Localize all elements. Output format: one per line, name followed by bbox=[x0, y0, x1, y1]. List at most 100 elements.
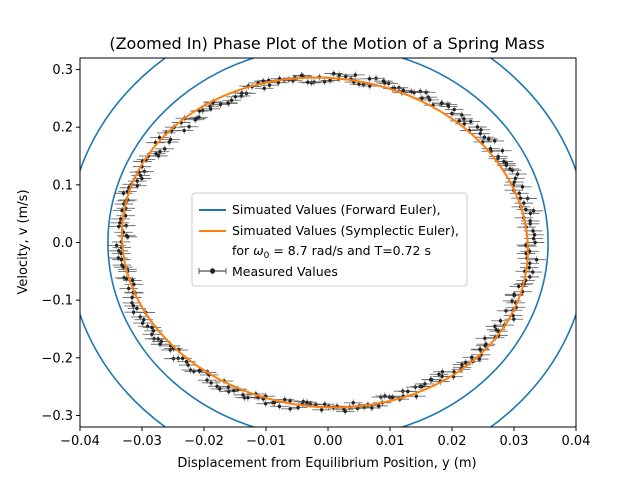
measured-point bbox=[218, 102, 223, 107]
measured-point bbox=[428, 98, 432, 102]
measured-point bbox=[420, 96, 424, 100]
measured-point bbox=[121, 191, 126, 195]
measured-point bbox=[351, 401, 355, 405]
measured-point bbox=[114, 243, 119, 248]
measured-point bbox=[272, 400, 277, 405]
measured-point bbox=[469, 119, 473, 124]
measured-point bbox=[215, 384, 219, 388]
y-tick-label: 0.1 bbox=[52, 178, 73, 193]
measured-point bbox=[158, 342, 162, 346]
measured-point bbox=[130, 295, 134, 300]
y-tick-label: 0.3 bbox=[52, 63, 73, 78]
measured-point bbox=[484, 342, 488, 346]
measured-point bbox=[322, 80, 327, 84]
measured-point bbox=[482, 135, 487, 139]
measured-point bbox=[140, 176, 144, 181]
measured-point bbox=[276, 80, 281, 85]
measured-point bbox=[524, 207, 528, 212]
measured-point bbox=[209, 381, 213, 385]
measured-point bbox=[413, 385, 418, 389]
measured-point bbox=[117, 224, 121, 229]
measured-point bbox=[368, 84, 372, 88]
measured-point bbox=[187, 124, 191, 129]
measured-point bbox=[513, 176, 518, 180]
measured-point bbox=[488, 147, 493, 151]
measured-point bbox=[218, 387, 222, 391]
plot-area bbox=[80, 58, 576, 427]
measured-point bbox=[518, 196, 523, 200]
measured-point bbox=[508, 167, 512, 171]
measured-point bbox=[528, 275, 532, 279]
measured-point bbox=[452, 107, 456, 112]
measured-point bbox=[226, 385, 230, 389]
measured-point bbox=[163, 147, 167, 151]
x-tick-label: −0.02 bbox=[184, 434, 224, 449]
measured-point bbox=[184, 360, 189, 364]
measured-point bbox=[367, 77, 372, 81]
measured-point bbox=[131, 304, 136, 308]
measured-point bbox=[126, 235, 130, 239]
measured-point bbox=[119, 251, 123, 256]
measured-point bbox=[150, 332, 154, 337]
measured-point bbox=[532, 233, 537, 237]
x-tick-label: 0.03 bbox=[500, 434, 529, 449]
measured-point bbox=[119, 257, 124, 262]
measured-point bbox=[126, 286, 131, 291]
y-axis-label: Velocity, v (m/s) bbox=[16, 189, 31, 294]
measured-point bbox=[246, 395, 250, 400]
measured-point bbox=[332, 71, 336, 76]
measured-point bbox=[517, 191, 521, 195]
measured-point bbox=[450, 111, 454, 116]
measured-point bbox=[370, 406, 374, 410]
x-tick-label: 0.00 bbox=[314, 434, 343, 449]
x-tick-label: −0.03 bbox=[122, 434, 162, 449]
forward-euler-series bbox=[80, 58, 576, 427]
measured-point bbox=[130, 301, 134, 305]
measured-point bbox=[288, 407, 292, 411]
chart-title: (Zoomed In) Phase Plot of the Motion of … bbox=[109, 34, 544, 53]
measured-point bbox=[475, 125, 480, 129]
measured-point bbox=[377, 404, 381, 408]
measured-point bbox=[528, 211, 533, 216]
measured-point bbox=[437, 372, 441, 376]
measured-point bbox=[135, 179, 139, 183]
measured-point bbox=[381, 79, 386, 83]
legend-measured-dot bbox=[209, 268, 216, 274]
measured-point bbox=[156, 337, 160, 341]
legend-box bbox=[191, 192, 468, 287]
measured-point bbox=[515, 172, 520, 176]
measured-point bbox=[116, 256, 121, 260]
measured-point bbox=[510, 299, 514, 303]
measured-point bbox=[414, 394, 419, 398]
measured-point bbox=[357, 82, 361, 86]
measured-point bbox=[180, 356, 185, 361]
measured-point bbox=[130, 278, 135, 283]
measured-point bbox=[534, 257, 539, 262]
measured-point bbox=[520, 185, 525, 189]
measured-point bbox=[504, 161, 509, 166]
measured-point bbox=[288, 399, 292, 403]
measured-point bbox=[277, 404, 282, 409]
x-tick-label: 0.01 bbox=[376, 434, 405, 449]
measured-point bbox=[478, 348, 483, 352]
measured-point bbox=[522, 201, 526, 205]
measured-point bbox=[337, 73, 341, 77]
measured-point bbox=[498, 319, 503, 323]
forward-euler-line bbox=[107, 58, 549, 427]
measured-point bbox=[283, 397, 287, 402]
measured-point bbox=[516, 284, 521, 289]
symplectic-euler-line bbox=[120, 76, 529, 409]
measured-point bbox=[528, 261, 532, 265]
measured-point bbox=[193, 118, 197, 122]
symplectic-euler-series bbox=[120, 76, 529, 409]
measured-point bbox=[406, 389, 410, 394]
measured-point bbox=[240, 91, 244, 95]
measured-point bbox=[440, 370, 445, 374]
x-axis: −0.04 −0.03 −0.02 −0.01 0.00 0.01 0.02 0.03 0.04 bbox=[60, 427, 590, 449]
measured-point bbox=[267, 83, 272, 87]
measured-point bbox=[154, 151, 158, 156]
measured-point bbox=[478, 131, 483, 136]
measured-point bbox=[440, 374, 444, 379]
legend-measured-label: Measured Values bbox=[232, 264, 338, 279]
measured-point bbox=[477, 357, 482, 361]
